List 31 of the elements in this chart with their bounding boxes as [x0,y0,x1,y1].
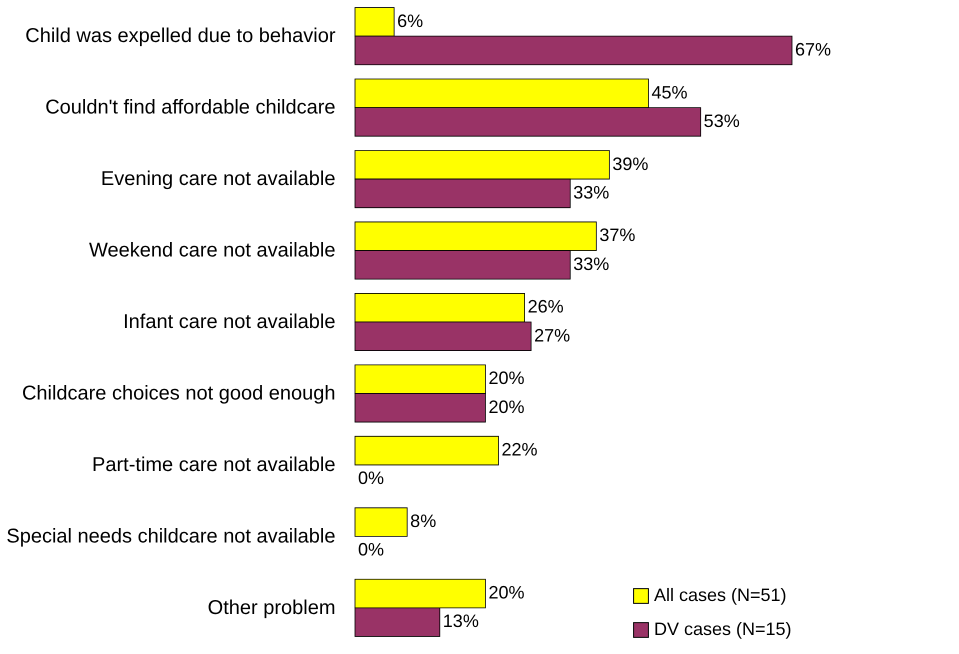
data-label: 27% [534,325,570,346]
data-label: 33% [573,254,610,274]
data-label: 67% [795,39,832,60]
data-label: 53% [704,110,740,131]
data-label: 20% [488,396,524,417]
y-tick-label: Part-time care not available [92,454,336,476]
y-tick-label: Special needs childcare not available [6,525,336,548]
y-tick-label: Weekend care not available [89,240,336,262]
y-tick-label: Childcare choices not good enough [22,382,336,404]
y-tick-label: Infant care not available [123,311,336,333]
data-label: 0% [358,540,384,560]
y-tick-label: Evening care not available [100,168,336,190]
data-label: 20% [488,582,524,603]
legend-label: DV cases (N=15) [654,619,792,639]
data-label: 26% [528,296,564,317]
data-label: 13% [442,611,479,632]
legend-label: All cases (N=51) [654,585,787,605]
bar [354,507,408,537]
bar [354,436,499,466]
data-label: 6% [397,10,424,31]
data-label: 37% [599,225,636,246]
data-label: 22% [501,440,538,460]
data-label: 8% [410,511,436,532]
y-tick-label: Other problem [208,596,336,619]
y-tick-label: Child was expelled due to behavior [25,25,336,48]
data-label: 33% [573,182,610,202]
y-tick-label: Couldn't find affordable childcare [45,96,336,119]
data-label: 39% [612,154,648,174]
data-label: 0% [358,468,384,488]
data-label: 45% [652,82,688,102]
data-label: 20% [488,368,524,388]
